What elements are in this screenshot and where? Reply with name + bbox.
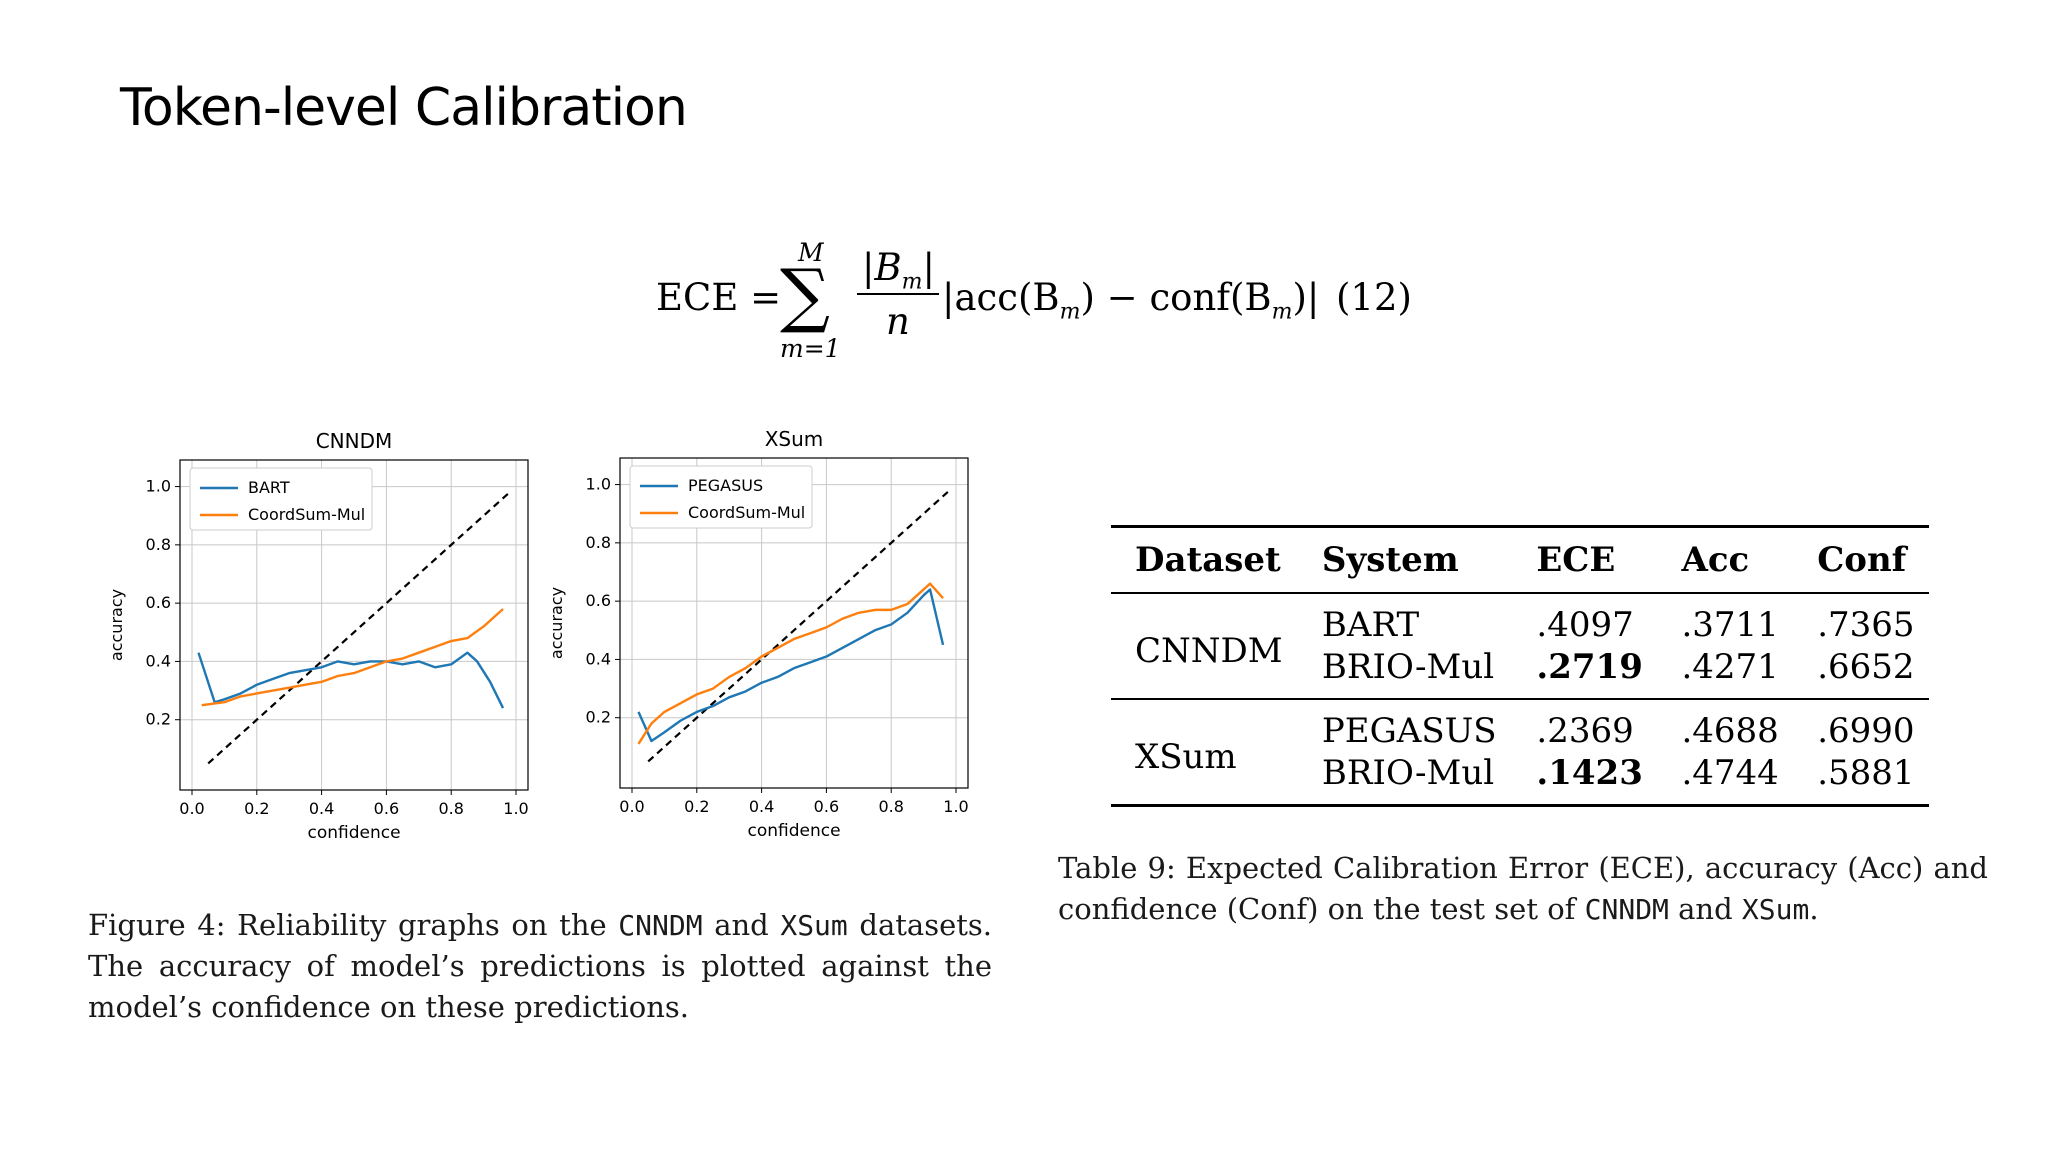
series-line-bart [197, 651, 505, 709]
x-axis-label: confidence [747, 821, 840, 841]
y-tick-label: 0.8 [586, 533, 611, 552]
x-tick-label: 0.8 [878, 797, 903, 816]
legend-label: CoordSum-Mul [688, 503, 805, 522]
perfect-calibration-line [207, 491, 511, 765]
fraction-bar [857, 293, 939, 295]
system-cell: BRIO-Mul [1321, 647, 1495, 687]
table-row: BRIO-Mul .1423 .4744 .5881 [1111, 752, 1929, 806]
table-caption: Table 9: Expected Calibration Error (ECE… [1058, 851, 1988, 926]
acc-cell: .4688 [1681, 711, 1779, 751]
y-tick-label: 0.4 [586, 649, 611, 668]
chart-legend: BART CoordSum-Mul [189, 467, 373, 531]
x-tick-label: 0.6 [374, 799, 399, 818]
header-conf: Conf [1817, 540, 1907, 580]
conf-cell: .6990 [1817, 711, 1915, 751]
equation-sum-lower: m=1 [780, 334, 841, 363]
calibration-table: Dataset System ECE Acc Conf CNNDM BART .… [1111, 525, 1929, 807]
x-tick-label: 1.0 [503, 799, 528, 818]
summation-sign: ∑ [780, 254, 830, 336]
conf-cell: .6652 [1817, 647, 1915, 687]
table-row: CNNDM BART .4097 .3711 .7365 [1111, 593, 1929, 671]
x-axis-label: confidence [307, 823, 400, 843]
table-row: BRIO-Mul .2719 .4271 .6652 [1111, 646, 1929, 699]
conf-cell: .5881 [1817, 753, 1915, 793]
perfect-calibration-line [647, 489, 951, 763]
acc-cell: .4271 [1681, 647, 1779, 687]
y-tick-label: 0.6 [146, 593, 171, 612]
x-tick-label: 0.8 [438, 799, 463, 818]
x-tick-label: 0.2 [684, 797, 709, 816]
series-line-pegasus [637, 588, 945, 743]
equation-sum-upper: M [798, 238, 824, 267]
x-tick-label: 0.6 [814, 797, 839, 816]
xsum-reliability-chart: XSum 0.0 0.2 0.4 0.6 0.8 1.0 0.2 0.4 0.6 0.8 1.0 con… [540, 418, 1000, 858]
x-tick-label: 0.0 [179, 799, 204, 818]
system-cell: BART [1321, 605, 1420, 645]
equation-lhs: ECE = [656, 276, 782, 319]
plot-frame [619, 457, 969, 789]
system-cell: BRIO-Mul [1321, 753, 1495, 793]
ece-cell: .4097 [1536, 605, 1634, 645]
y-tick-label: 0.2 [146, 710, 171, 729]
y-axis-label: accuracy [107, 589, 126, 661]
header-system: System [1321, 540, 1459, 580]
equation-numerator: |Bm| [862, 246, 935, 295]
x-tick-label: 0.2 [244, 799, 269, 818]
legend-label: BART [248, 478, 290, 497]
series-line-coordsum-mul [637, 582, 944, 745]
x-tick-label: 0.4 [749, 797, 774, 816]
y-axis-label: accuracy [547, 587, 566, 659]
ece-cell: .2369 [1536, 711, 1634, 751]
header-acc: Acc [1681, 540, 1750, 580]
table-row: XSum PEGASUS .2369 .4688 .6990 [1111, 699, 1929, 777]
chart-title: CNNDM [316, 429, 393, 453]
plot-frame [179, 459, 529, 791]
ece-equation: ECE = M ∑ m=1 |Bm| n |acc(Bm) − conf(Bm)… [656, 238, 1416, 368]
y-tick-label: 1.0 [146, 477, 171, 496]
system-cell: PEGASUS [1321, 711, 1497, 751]
chart-legend: PEGASUS CoordSum-Mul [629, 465, 813, 529]
ece-cell: .1423 [1536, 753, 1643, 793]
acc-cell: .4744 [1681, 753, 1779, 793]
dataset-cell: CNNDM [1135, 631, 1283, 671]
dataset-cell: XSum [1135, 737, 1237, 777]
table-header-row: Dataset System ECE Acc Conf [1111, 527, 1929, 593]
x-tick-label: 0.0 [619, 797, 644, 816]
slide-title: Token-level Calibration [120, 78, 688, 138]
figure-caption: Figure 4: Reliability graphs on the CNND… [88, 908, 992, 1024]
x-tick-label: 1.0 [943, 797, 968, 816]
equation-rhs: |acc(Bm) − conf(Bm)| [942, 276, 1320, 325]
x-tick-label: 0.4 [309, 799, 334, 818]
ece-cell: .2719 [1536, 647, 1643, 687]
y-tick-label: 0.8 [146, 535, 171, 554]
header-ece: ECE [1536, 540, 1616, 580]
equation-denominator: n [886, 300, 910, 343]
y-tick-label: 1.0 [586, 475, 611, 494]
chart-title: XSum [765, 427, 824, 451]
y-tick-label: 0.6 [586, 591, 611, 610]
acc-cell: .3711 [1681, 605, 1779, 645]
y-tick-label: 0.4 [146, 651, 171, 670]
y-tick-label: 0.2 [586, 708, 611, 727]
series-line-coordsum-mul [201, 608, 504, 707]
legend-label: PEGASUS [688, 476, 763, 495]
conf-cell: .7365 [1817, 605, 1915, 645]
equation-number: (12) [1336, 276, 1412, 319]
header-dataset: Dataset [1135, 540, 1281, 580]
cnndm-reliability-chart: CNNDM 0.0 0.2 0.4 0.6 0.8 1.0 0.2 0.4 0.6 0.8 1.0 co… [100, 420, 560, 860]
legend-label: CoordSum-Mul [248, 505, 365, 524]
